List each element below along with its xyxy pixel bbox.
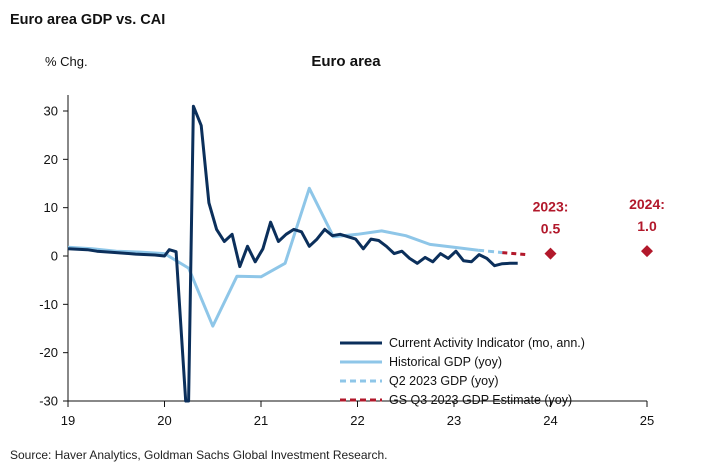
x-tick-label: 22 [350, 413, 364, 428]
legend-label-cai: Current Activity Indicator (mo, ann.) [389, 336, 585, 350]
legend: Current Activity Indicator (mo, ann.) Hi… [340, 336, 585, 407]
y-tick-label: 20 [44, 152, 58, 167]
y-tick-label: -20 [39, 345, 58, 360]
legend-label-q2-gdp: Q2 2023 GDP (yoy) [389, 374, 499, 388]
annotation-value-label: 0.5 [541, 221, 561, 237]
source-note: Source: Haver Analytics, Goldman Sachs G… [10, 448, 388, 462]
x-tick-label: 23 [447, 413, 461, 428]
x-tick-label: 19 [61, 413, 75, 428]
chart-title: Euro area [311, 53, 381, 70]
annotation-value-label: 1.0 [637, 218, 657, 234]
x-tick-label: 20 [157, 413, 171, 428]
annotation-marker [641, 245, 653, 258]
series-line-gs-estimate [502, 251, 527, 257]
y-tick-label: -30 [39, 394, 58, 409]
y-axis-label: % Chg. [45, 54, 88, 69]
y-tick-label: 30 [44, 104, 58, 119]
series-line-cai [67, 104, 518, 403]
x-tick-label: 25 [640, 413, 654, 428]
annotation-year-label: 2024: [629, 196, 665, 212]
y-tick-label: 0 [51, 249, 58, 264]
annotations-group: 2023: 0.5 2024: 1.0 [533, 196, 665, 260]
x-ticks: 19 20 21 22 23 24 25 [61, 401, 654, 428]
page-title: Euro area GDP vs. CAI [10, 12, 166, 28]
x-tick-label: 21 [254, 413, 268, 428]
y-ticks: 30 20 10 0 -10 -20 -30 [39, 104, 68, 409]
series-line-historical-gdp [67, 186, 479, 328]
y-tick-label: 10 [44, 200, 58, 215]
annotation-marker [544, 247, 557, 260]
x-tick-label: 24 [543, 413, 557, 428]
y-tick-label: -10 [39, 297, 58, 312]
annotation-year-label: 2023: [533, 199, 569, 215]
series-line-q2-gdp [477, 248, 503, 255]
legend-label-historical-gdp: Historical GDP (yoy) [389, 355, 502, 369]
series-group [67, 104, 527, 403]
legend-label-gs-estimate: GS Q3 2023 GDP Estimate (yoy) [389, 393, 572, 407]
